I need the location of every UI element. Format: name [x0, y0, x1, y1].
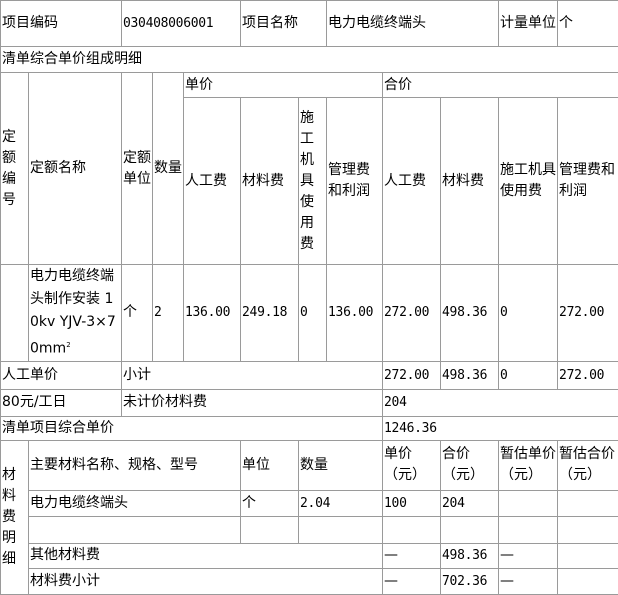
mat-name: 电力电缆终端头 — [29, 490, 241, 516]
materials-section-label: 材料费明细 — [1, 440, 29, 594]
unpriced-material-label: 未计价材料费 — [122, 389, 383, 416]
mat-est-total — [558, 516, 618, 543]
material-subtotal-total: 702.36 — [441, 568, 499, 594]
subtotal-labor: 272.00 — [383, 361, 441, 389]
col-quantity: 数量 — [153, 73, 184, 265]
quota-code — [1, 265, 29, 362]
col-total-mgmt: 管理费和利润 — [558, 98, 618, 265]
quota-unit: 个 — [122, 265, 153, 362]
quota-name-sup: 2 — [66, 341, 70, 349]
quantity: 2 — [153, 265, 184, 362]
material-row — [1, 516, 618, 543]
col-quota-code: 定额编号 — [1, 73, 29, 265]
total-mgmt: 272.00 — [558, 265, 618, 362]
unit-labor: 136.00 — [184, 265, 241, 362]
other-material-label: 其他材料费 — [29, 543, 383, 568]
mat-qty: 2.04 — [299, 490, 383, 516]
mat-unit: 个 — [241, 490, 299, 516]
col-unit-labor: 人工费 — [184, 98, 241, 265]
other-est-total — [558, 543, 618, 568]
composite-price-value: 1246.36 — [383, 416, 618, 440]
quota-name: 电力电缆终端头制作安装 10kv YJV-3×70mm2 — [29, 265, 122, 362]
unpriced-material-value: 204 — [383, 389, 618, 416]
mat-col-unit-price: 单价（元） — [383, 440, 441, 490]
composite-price-label: 清单项目综合单价 — [1, 416, 383, 440]
mat-est-unit — [499, 516, 558, 543]
subtotal-machine: 0 — [499, 361, 558, 389]
total-material: 498.36 — [441, 265, 499, 362]
col-quota-name: 定额名称 — [29, 73, 122, 265]
material-subtotal-est-unit: — — [499, 568, 558, 594]
name-value: 电力电缆终端头 — [327, 1, 499, 47]
mat-unit — [241, 516, 299, 543]
mat-col-est-total: 暂估合价（元） — [558, 440, 618, 490]
material-row: 电力电缆终端头 个 2.04 100 204 — [1, 490, 618, 516]
col-unit-mgmt: 管理费和利润 — [327, 98, 383, 265]
mat-col-est-unit: 暂估单价（元） — [499, 440, 558, 490]
col-unit-price: 单价 — [184, 73, 383, 98]
col-total-price: 合价 — [383, 73, 618, 98]
code-label: 项目编码 — [1, 1, 122, 47]
other-unit-price: — — [383, 543, 441, 568]
labor-rate-label: 人工单价 — [1, 361, 122, 389]
col-unit-material: 材料费 — [241, 98, 299, 265]
other-est-unit: — — [499, 543, 558, 568]
mat-est-unit — [499, 490, 558, 516]
unit-material: 249.18 — [241, 265, 299, 362]
mat-est-total — [558, 490, 618, 516]
subtotal-label: 小计 — [122, 361, 383, 389]
subtotal-material: 498.36 — [441, 361, 499, 389]
mat-col-qty: 数量 — [299, 440, 383, 490]
section-title: 清单综合单价组成明细 — [1, 47, 618, 73]
name-label: 项目名称 — [241, 1, 327, 47]
subtotal-mgmt: 272.00 — [558, 361, 618, 389]
code-value: 030408006001 — [122, 1, 241, 47]
unit-mgmt: 136.00 — [327, 265, 383, 362]
mat-total: 204 — [441, 490, 499, 516]
col-total-material: 材料费 — [441, 98, 499, 265]
unit-machine: 0 — [299, 265, 327, 362]
quota-name-text: 电力电缆终端头制作安装 10kv YJV-3×70mm — [30, 268, 116, 357]
header-row: 项目编码 030408006001 项目名称 电力电缆终端头 计量单位 个 — [1, 1, 618, 47]
mat-unit-price: 100 — [383, 490, 441, 516]
unit-label: 计量单位 — [499, 1, 558, 47]
material-subtotal-label: 材料费小计 — [29, 568, 383, 594]
unit-value: 个 — [558, 1, 618, 47]
total-labor: 272.00 — [383, 265, 441, 362]
mat-qty — [299, 516, 383, 543]
material-subtotal-unit-price: — — [383, 568, 441, 594]
mat-col-name: 主要材料名称、规格、型号 — [29, 440, 241, 490]
mat-unit-price — [383, 516, 441, 543]
col-total-machine: 施工机具使用费 — [499, 98, 558, 265]
other-total: 498.36 — [441, 543, 499, 568]
mat-name — [29, 516, 241, 543]
mat-col-unit: 单位 — [241, 440, 299, 490]
labor-rate-value: 80元/工日 — [1, 389, 122, 416]
material-subtotal-est-total — [558, 568, 618, 594]
mat-total — [441, 516, 499, 543]
total-machine: 0 — [499, 265, 558, 362]
col-quota-unit: 定额单位 — [122, 73, 153, 265]
col-total-labor: 人工费 — [383, 98, 441, 265]
mat-col-total: 合价（元） — [441, 440, 499, 490]
col-unit-machine: 施工机具使用费 — [299, 98, 327, 265]
table-row: 电力电缆终端头制作安装 10kv YJV-3×70mm2 个 2 136.00 … — [1, 265, 618, 362]
